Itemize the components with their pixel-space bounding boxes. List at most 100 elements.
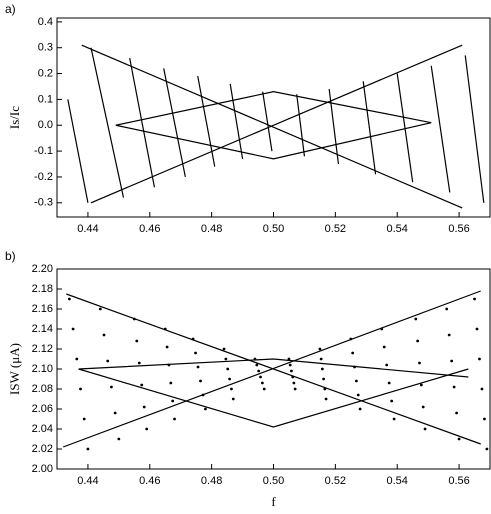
data-line xyxy=(129,57,156,188)
data-point xyxy=(167,363,171,367)
data-point xyxy=(204,407,207,411)
y-tick-label: -0.3 xyxy=(34,197,53,209)
data-point xyxy=(228,377,231,381)
data-point xyxy=(224,357,228,361)
y-tick-label: 0.2 xyxy=(38,67,53,79)
data-point xyxy=(473,297,476,301)
data-line xyxy=(464,55,485,203)
data-point xyxy=(419,383,423,387)
y-tick-label: 2.16 xyxy=(32,303,53,315)
y-tick-label: 0.1 xyxy=(38,93,53,105)
data-line xyxy=(78,368,469,428)
data-point xyxy=(483,417,486,421)
data-point xyxy=(113,411,117,415)
data-line xyxy=(115,91,432,160)
data-point xyxy=(194,351,197,355)
data-point xyxy=(380,327,384,331)
data-line xyxy=(430,65,451,193)
x-tick-label: 0.46 xyxy=(139,223,160,235)
data-point xyxy=(196,365,200,369)
x-tick-label: 0.54 xyxy=(387,475,408,487)
data-point xyxy=(117,437,121,441)
panel-label: a) xyxy=(5,2,16,16)
data-point xyxy=(199,379,202,383)
data-point xyxy=(142,405,146,409)
data-line xyxy=(229,83,244,159)
y-tick-label: 2.10 xyxy=(32,363,53,375)
data-point xyxy=(75,357,79,361)
data-point xyxy=(171,399,175,403)
data-point xyxy=(293,387,297,391)
data-point xyxy=(382,345,386,349)
data-point xyxy=(480,387,484,391)
data-point xyxy=(452,385,456,389)
data-point xyxy=(253,357,257,361)
data-point xyxy=(260,381,264,385)
data-point xyxy=(290,369,293,373)
data-point xyxy=(67,297,71,301)
y-tick-label: 2.04 xyxy=(32,423,53,435)
x-tick-label: 0.50 xyxy=(263,223,284,235)
x-tick-label: 0.56 xyxy=(448,223,469,235)
data-point xyxy=(349,337,353,341)
data-point xyxy=(485,447,489,451)
data-point xyxy=(106,359,110,363)
x-tick-label: 0.48 xyxy=(201,475,222,487)
data-point xyxy=(140,383,144,387)
data-point xyxy=(457,437,461,441)
y-tick-label: 2.14 xyxy=(32,323,53,335)
data-point xyxy=(319,357,323,361)
data-line xyxy=(67,99,89,203)
data-point xyxy=(323,387,327,391)
data-line xyxy=(362,81,377,175)
data-point xyxy=(455,411,458,415)
x-tick-label: 0.48 xyxy=(201,223,222,235)
data-point xyxy=(287,357,291,361)
data-point xyxy=(392,417,396,421)
data-line xyxy=(163,68,186,178)
data-point xyxy=(222,347,226,351)
y-tick-label: 2.00 xyxy=(32,463,53,475)
data-point xyxy=(86,447,90,451)
x-tick-label: 0.50 xyxy=(263,475,284,487)
x-tick-label: 0.52 xyxy=(325,475,346,487)
panel-label: b) xyxy=(5,249,16,263)
data-point xyxy=(351,351,355,355)
data-point xyxy=(387,381,391,385)
data-point xyxy=(110,385,113,389)
data-point xyxy=(288,363,292,367)
x-axis-label: f xyxy=(271,494,276,509)
data-point xyxy=(423,427,427,431)
data-point xyxy=(163,327,167,331)
data-point xyxy=(421,405,425,409)
data-line xyxy=(62,290,481,448)
data-point xyxy=(292,381,296,385)
data-point xyxy=(79,387,82,391)
data-point xyxy=(226,367,230,371)
data-point xyxy=(353,365,356,369)
data-point xyxy=(231,397,235,401)
data-point xyxy=(255,363,259,367)
y-tick-label: 2.08 xyxy=(32,383,53,395)
y-axis-label: Is/Ic xyxy=(7,106,22,129)
x-tick-label: 0.52 xyxy=(325,223,346,235)
data-point xyxy=(354,379,358,383)
y-tick-label: 2.06 xyxy=(32,403,53,415)
data-point xyxy=(135,339,139,343)
data-line xyxy=(197,76,216,167)
data-point xyxy=(259,375,262,379)
data-point xyxy=(71,327,75,331)
x-tick-label: 0.56 xyxy=(448,475,469,487)
data-line xyxy=(78,358,469,378)
data-point xyxy=(445,307,449,311)
data-point xyxy=(262,387,266,391)
data-line xyxy=(328,88,340,165)
data-point xyxy=(102,333,106,337)
data-point xyxy=(82,417,86,421)
y-tick-label: 2.12 xyxy=(32,343,53,355)
data-point xyxy=(385,363,389,367)
data-point xyxy=(414,317,418,321)
data-line xyxy=(90,47,125,198)
